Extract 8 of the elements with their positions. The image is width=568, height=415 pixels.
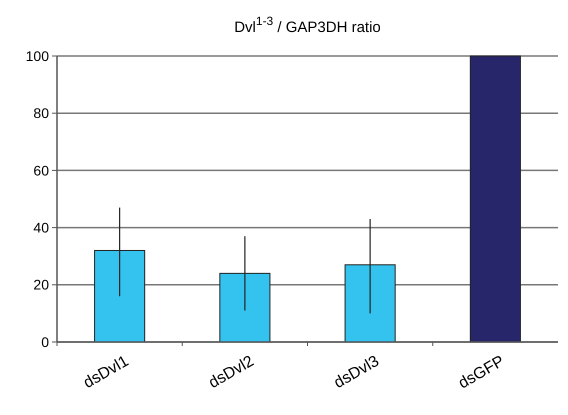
chart-title: Dvl$^{1-3}$ / GAP3DH ratio [234,14,381,36]
y-tick-label: 60 [33,162,50,178]
y-tick-label: 40 [33,220,50,236]
y-tick-label: 100 [26,48,50,64]
y-tick-label: 80 [33,105,50,122]
bar [470,56,521,342]
y-tick-label: 0 [41,334,50,350]
y-tick-label: 20 [33,276,50,293]
